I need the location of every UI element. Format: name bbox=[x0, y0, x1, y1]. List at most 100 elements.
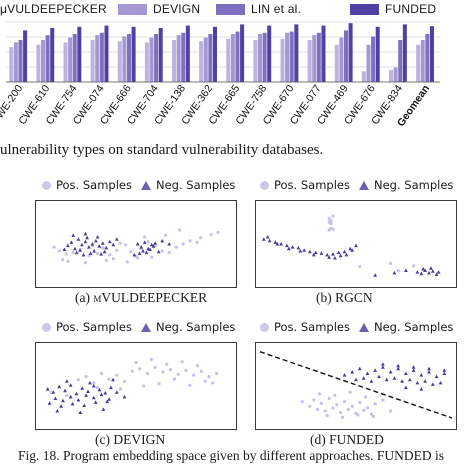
bar bbox=[45, 35, 50, 82]
bar bbox=[230, 34, 235, 82]
neg-sample-point bbox=[167, 242, 172, 246]
pos-sample-point bbox=[160, 249, 164, 253]
neg-sample-point bbox=[373, 273, 378, 277]
neg-sample-point bbox=[419, 387, 424, 391]
pos-sample-point bbox=[96, 251, 100, 255]
pos-sample-point bbox=[329, 219, 333, 223]
neg-sample-point bbox=[342, 249, 347, 254]
neg-sample-point bbox=[99, 252, 103, 256]
pos-sample-point bbox=[348, 390, 352, 394]
neg-sample-point bbox=[149, 242, 154, 247]
neg-sample-point bbox=[381, 362, 385, 366]
scatter-plot-a bbox=[52, 228, 220, 265]
neg-sample-point bbox=[325, 252, 330, 257]
neg-sample-point bbox=[144, 250, 149, 255]
pos-sample-point bbox=[381, 398, 385, 402]
neg-sample-point bbox=[97, 387, 102, 392]
neg-sample-point bbox=[427, 366, 431, 371]
pos-sample-point bbox=[142, 384, 146, 388]
bar bbox=[203, 37, 208, 82]
legend-label: FUNDED bbox=[385, 2, 437, 16]
top-figure-caption: ulnerability types on standard vulnerabi… bbox=[0, 142, 324, 158]
pos-sample-point bbox=[342, 400, 347, 404]
panel-b-caption-prefix: (b) bbox=[316, 290, 336, 305]
panel-c-caption-name: DEVIGN bbox=[113, 432, 166, 447]
bar bbox=[294, 24, 299, 82]
pos-sample-point bbox=[365, 406, 370, 410]
neg-sample-point bbox=[88, 380, 92, 385]
bar bbox=[122, 36, 127, 82]
pos-sample-point bbox=[358, 400, 362, 404]
neg-sample-point bbox=[333, 256, 337, 260]
neg-sample-point bbox=[148, 247, 152, 251]
pos-sample-point bbox=[145, 371, 150, 376]
neg-sample-point bbox=[137, 251, 142, 255]
neg-sample-point bbox=[66, 243, 70, 248]
panel-a-plot bbox=[35, 200, 237, 288]
bar bbox=[240, 24, 245, 82]
legend-label: LIN et al. bbox=[251, 2, 302, 16]
legend-neg-label: Neg. Samples bbox=[373, 320, 454, 334]
neg-sample-point bbox=[434, 272, 439, 276]
legend-item-devign: DEVIGN bbox=[118, 2, 200, 16]
pos-sample-point bbox=[300, 400, 304, 404]
panel-b-caption-name: RGCN bbox=[335, 290, 373, 305]
neg-sample-point bbox=[87, 245, 91, 249]
neg-sample-point bbox=[429, 266, 433, 270]
neg-sample-point bbox=[430, 382, 435, 386]
neg-sample-point bbox=[265, 235, 270, 239]
legend-pos-label: Pos. Samples bbox=[274, 320, 350, 334]
panel-b-plot bbox=[255, 200, 457, 288]
neg-sample-point bbox=[107, 239, 112, 244]
neg-sample-point bbox=[86, 389, 90, 393]
panel-a-caption: (a) μVULDEEPECKER bbox=[75, 290, 207, 306]
figure-caption: Fig. 18. Program embedding space given b… bbox=[18, 448, 445, 463]
legend-item-funded: FUNDED bbox=[350, 2, 436, 16]
neg-sample-point bbox=[369, 379, 374, 383]
bar bbox=[144, 42, 149, 82]
pos-sample-marker bbox=[260, 322, 269, 332]
pos-sample-point bbox=[215, 371, 219, 376]
pos-sample-point bbox=[176, 372, 180, 376]
bar bbox=[334, 44, 339, 82]
bar bbox=[312, 35, 317, 82]
neg-sample-point bbox=[415, 380, 420, 385]
pos-sample-point bbox=[325, 414, 329, 418]
neg-sample-point bbox=[45, 387, 50, 391]
bar bbox=[72, 34, 77, 82]
neg-sample-point bbox=[350, 370, 355, 374]
pos-sample-point bbox=[207, 375, 211, 379]
pos-sample-point bbox=[371, 414, 375, 418]
neg-sample-point bbox=[93, 400, 98, 404]
scatter-plot-b bbox=[261, 214, 441, 277]
panel-d-legend: Pos. Samples Neg. Samples bbox=[260, 320, 453, 334]
panel-c-caption-prefix: (c) bbox=[95, 432, 114, 447]
neg-sample-point bbox=[78, 248, 82, 252]
neg-sample-point bbox=[302, 248, 307, 252]
pos-sample-point bbox=[181, 242, 185, 246]
legend-pos-label: Pos. Samples bbox=[56, 320, 132, 334]
bar bbox=[13, 42, 18, 82]
pos-sample-point bbox=[129, 250, 133, 254]
neg-sample-point bbox=[71, 233, 76, 237]
neg-sample-point bbox=[298, 249, 303, 253]
scatter-plot-c bbox=[45, 357, 219, 414]
pos-sample-point bbox=[71, 251, 75, 255]
neg-sample-point bbox=[76, 237, 81, 241]
pos-sample-point bbox=[115, 373, 119, 377]
neg-sample-point bbox=[94, 238, 98, 243]
neg-sample-point bbox=[421, 267, 426, 271]
bar bbox=[389, 70, 394, 82]
legend-label: μVULDEEPECKER bbox=[0, 2, 107, 16]
bar bbox=[339, 37, 344, 82]
neg-sample-point bbox=[404, 371, 408, 375]
pos-sample-point bbox=[119, 387, 123, 391]
pos-sample-point bbox=[327, 216, 331, 220]
pos-sample-point bbox=[412, 264, 416, 268]
pos-sample-point bbox=[319, 401, 323, 405]
pos-sample-point bbox=[123, 243, 128, 247]
panel-a-legend: Pos. Samples Neg. Samples bbox=[42, 178, 235, 192]
pos-sample-point bbox=[317, 392, 322, 396]
bar bbox=[316, 32, 321, 82]
neg-sample-point bbox=[357, 366, 362, 371]
